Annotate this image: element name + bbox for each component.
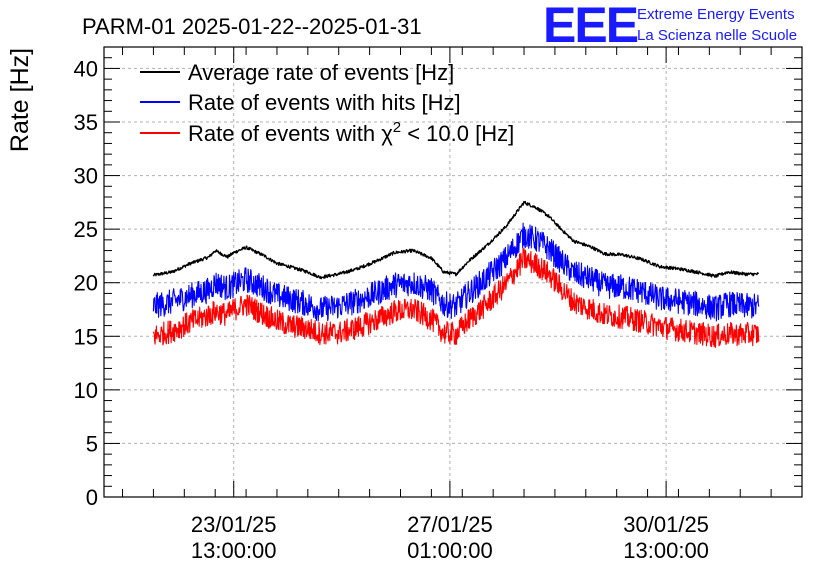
eee-logo: EEE Extreme Energy Events La Scienza nel… [543,0,797,53]
y-tick-label: 30 [74,164,98,189]
legend-label-1: Average rate of events [Hz] [188,60,454,85]
logo-line1: Extreme Energy Events [637,6,795,23]
y-tick-label: 15 [74,324,98,349]
axis-ticks: 051015202530354023/01/2513:00:0027/01/25… [74,46,803,563]
y-tick-label: 5 [86,431,98,456]
y-tick-label: 10 [74,378,98,403]
legend-label-3: Rate of events with χ2 < 10.0 [Hz] [188,119,514,146]
y-axis-title: Rate [Hz] [6,48,34,152]
x-tick-label-time: 13:00:00 [191,538,277,563]
y-tick-label: 25 [74,217,98,242]
x-tick-label-time: 01:00:00 [407,538,493,563]
y-tick-label: 0 [86,485,98,510]
y-tick-label: 20 [74,271,98,296]
logo-mark: EEE [543,0,638,53]
y-tick-label: 40 [74,56,98,81]
series-line-2 [152,222,760,322]
x-tick-label-date: 30/01/25 [623,512,709,537]
y-tick-label: 35 [74,110,98,135]
legend-label-2: Rate of events with hits [Hz] [188,90,461,115]
series-line-3 [152,247,760,348]
chart-title: PARM-01 2025-01-22--2025-01-31 [82,14,422,39]
x-tick-label-date: 27/01/25 [407,512,493,537]
series-lines [152,200,760,348]
x-tick-label-date: 23/01/25 [191,512,277,537]
x-tick-label-time: 13:00:00 [623,538,709,563]
legend: Average rate of events [Hz] Rate of event… [140,60,514,146]
logo-line2: La Scienza nelle Scuole [637,27,797,44]
series-line-1 [152,200,759,280]
